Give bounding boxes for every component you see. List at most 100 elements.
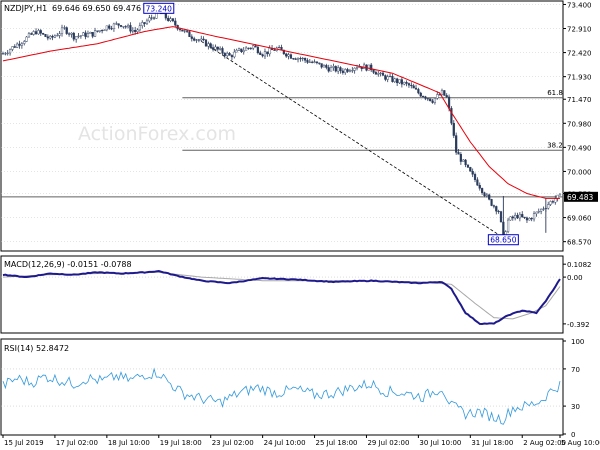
time-tick-label: 25 Jul 18:00 [316, 439, 358, 447]
candle-body [325, 65, 328, 68]
trend-line [201, 40, 504, 239]
candle-body [518, 214, 521, 219]
candle-body [407, 83, 411, 86]
price-header: NZDJPY,H1 69.646 69.650 69.476 69.483 [4, 4, 172, 13]
candle-body [32, 31, 35, 35]
candle-body [535, 211, 538, 214]
candle-body [273, 49, 276, 51]
candle-body [499, 211, 503, 223]
candle-body [386, 76, 389, 80]
rsi-tick-label: 30 [571, 403, 580, 411]
rsi-axis: 100 70 30 0 [563, 338, 584, 439]
candle-body [471, 171, 474, 175]
candle-body [181, 29, 184, 32]
candle-body [34, 31, 38, 35]
candle-body [117, 23, 120, 26]
macd-tick-label: 0.1082 [567, 261, 592, 269]
candle-body [174, 20, 177, 26]
candle-body [341, 70, 344, 73]
candle-body [351, 70, 354, 72]
candle-body [422, 95, 425, 98]
watermark-text: ActionForex.com [78, 123, 236, 145]
candle-body [93, 30, 97, 37]
candle-body [478, 185, 481, 189]
price-tick-label: 69.060 [567, 215, 592, 223]
time-tick-label: 18 Jul 10:00 [108, 439, 150, 447]
candle-body [473, 174, 477, 180]
candle-body [183, 30, 186, 32]
candle-body [219, 48, 222, 50]
candle-body [134, 30, 137, 32]
candle-body [287, 54, 290, 57]
candle-body [266, 51, 269, 55]
candle-body [525, 217, 529, 221]
candle-body [393, 78, 396, 82]
candle-body [141, 22, 144, 26]
macd-indicator [1, 269, 563, 326]
candle-body [431, 100, 434, 103]
price-tick-label: 73.400 [567, 1, 592, 9]
candle-body [226, 53, 229, 56]
time-tick-label: 5 Aug 10:00 [561, 439, 600, 447]
candle-body [384, 75, 387, 80]
candle-body [304, 58, 307, 61]
price-tick-label: 70.000 [567, 168, 592, 176]
candle-body [346, 69, 349, 72]
candle-body [44, 34, 47, 37]
candle-body [79, 35, 82, 37]
candle-body [150, 17, 153, 19]
fib-level-label: 38.2 [547, 141, 563, 149]
time-tick-label: 23 Jul 02:00 [212, 439, 254, 447]
symbol-label: NZDJPY,H1 [4, 4, 47, 13]
time-tick-label: 15 Jul 2019 [4, 439, 44, 447]
candle-body [344, 69, 347, 73]
candle-body [377, 73, 380, 75]
candle-body [20, 43, 23, 46]
candle-body [379, 72, 382, 74]
candle-body [108, 25, 111, 29]
candle-body [337, 67, 340, 72]
rsi-indicator [1, 367, 563, 425]
candlesticks [1, 8, 562, 240]
candle-body [278, 47, 281, 49]
candle-body [228, 53, 231, 56]
candle-body [334, 66, 337, 72]
candle-body [148, 17, 151, 22]
candle-body [82, 32, 85, 36]
candle-body [412, 85, 415, 89]
candle-body [53, 35, 57, 38]
candle-body [178, 28, 182, 31]
candle-body [249, 47, 252, 49]
candle-body [509, 216, 512, 221]
candle-body [429, 98, 432, 102]
candle-body [152, 17, 156, 19]
time-tick-label: 24 Jul 10:00 [264, 439, 306, 447]
time-tick-label: 19 Jul 18:00 [160, 439, 202, 447]
candle-body [396, 78, 399, 84]
candle-body [464, 159, 467, 166]
candle-body [98, 30, 101, 32]
candle-body [516, 215, 519, 219]
candle-body [138, 25, 141, 31]
price-annotation-label: 73.240 [146, 4, 172, 13]
candle-body [320, 63, 323, 68]
candle-body [388, 75, 392, 77]
candle-body [30, 33, 33, 35]
candle-body [101, 30, 104, 32]
candle-body [523, 216, 526, 219]
candle-body [193, 38, 196, 41]
trend-line-dashed [201, 40, 504, 239]
candle-body [126, 25, 130, 28]
candle-body [443, 90, 446, 96]
price-tick-label: 71.930 [567, 74, 592, 82]
candle-body [13, 46, 16, 48]
macd-panel-frame [0, 255, 564, 334]
candle-body [124, 26, 127, 28]
price-tick-label: 72.910 [567, 26, 592, 34]
candle-body [292, 58, 295, 60]
price-axis: 73.400 72.910 72.420 71.930 71.470 70.980 70.4… [563, 1, 598, 247]
candle-body [301, 58, 304, 60]
candle-body [497, 210, 500, 212]
